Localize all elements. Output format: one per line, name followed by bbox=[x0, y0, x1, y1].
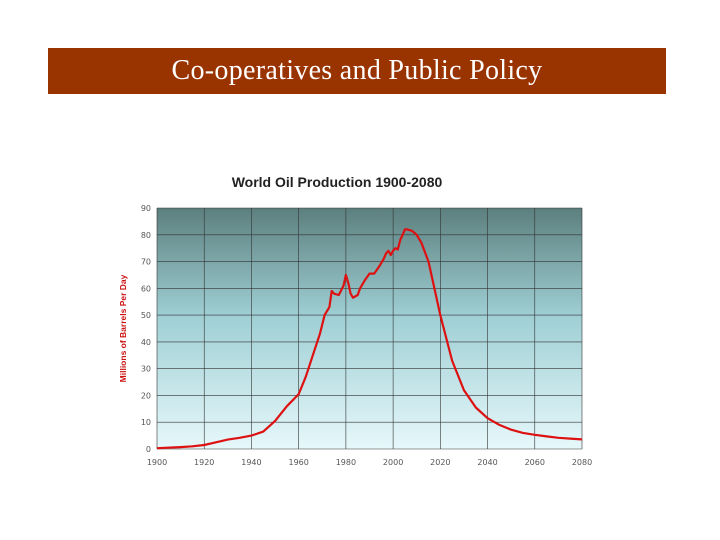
y-tick-label: 0 bbox=[146, 445, 151, 454]
x-tick-labels: 1900 1920 1940 1960 1980 2000 2020 2040 2060 2080 bbox=[147, 458, 592, 467]
x-tick-label: 2040 bbox=[477, 458, 497, 467]
x-tick-label: 2020 bbox=[430, 458, 450, 467]
y-tick-label: 20 bbox=[141, 391, 151, 400]
x-tick-label: 1980 bbox=[336, 458, 356, 467]
x-tick-label: 2000 bbox=[383, 458, 403, 467]
y-tick-label: 70 bbox=[141, 258, 151, 267]
y-tick-label: 40 bbox=[141, 338, 151, 347]
y-tick-labels: 0 10 20 30 40 50 60 70 80 90 bbox=[141, 204, 151, 454]
y-axis-label: Millions of Barrels Per Day bbox=[118, 274, 128, 382]
x-tick-label: 2080 bbox=[572, 458, 592, 467]
x-tick-label: 1920 bbox=[194, 458, 214, 467]
y-tick-label: 90 bbox=[141, 204, 151, 213]
x-tick-label: 1940 bbox=[241, 458, 261, 467]
slide-title: Co-operatives and Public Policy bbox=[171, 55, 543, 86]
y-tick-label: 50 bbox=[141, 311, 151, 320]
x-tick-label: 2060 bbox=[525, 458, 545, 467]
chart-svg: World Oil Production 1900-2080 0 10 20 30 40… bbox=[118, 174, 592, 467]
oil-production-chart: World Oil Production 1900-2080 0 10 20 30 40… bbox=[112, 160, 612, 480]
plot-area bbox=[157, 208, 582, 449]
chart-title: World Oil Production 1900-2080 bbox=[232, 174, 443, 190]
grid-lines bbox=[156, 207, 583, 450]
x-tick-label: 1960 bbox=[288, 458, 308, 467]
series-line-oil-production bbox=[156, 228, 583, 450]
y-tick-label: 60 bbox=[141, 284, 151, 293]
y-tick-label: 30 bbox=[141, 365, 151, 374]
y-tick-label: 80 bbox=[141, 231, 151, 240]
y-tick-label: 10 bbox=[141, 418, 151, 427]
slide-title-bar: Co-operatives and Public Policy bbox=[48, 48, 666, 94]
x-tick-label: 1900 bbox=[147, 458, 167, 467]
